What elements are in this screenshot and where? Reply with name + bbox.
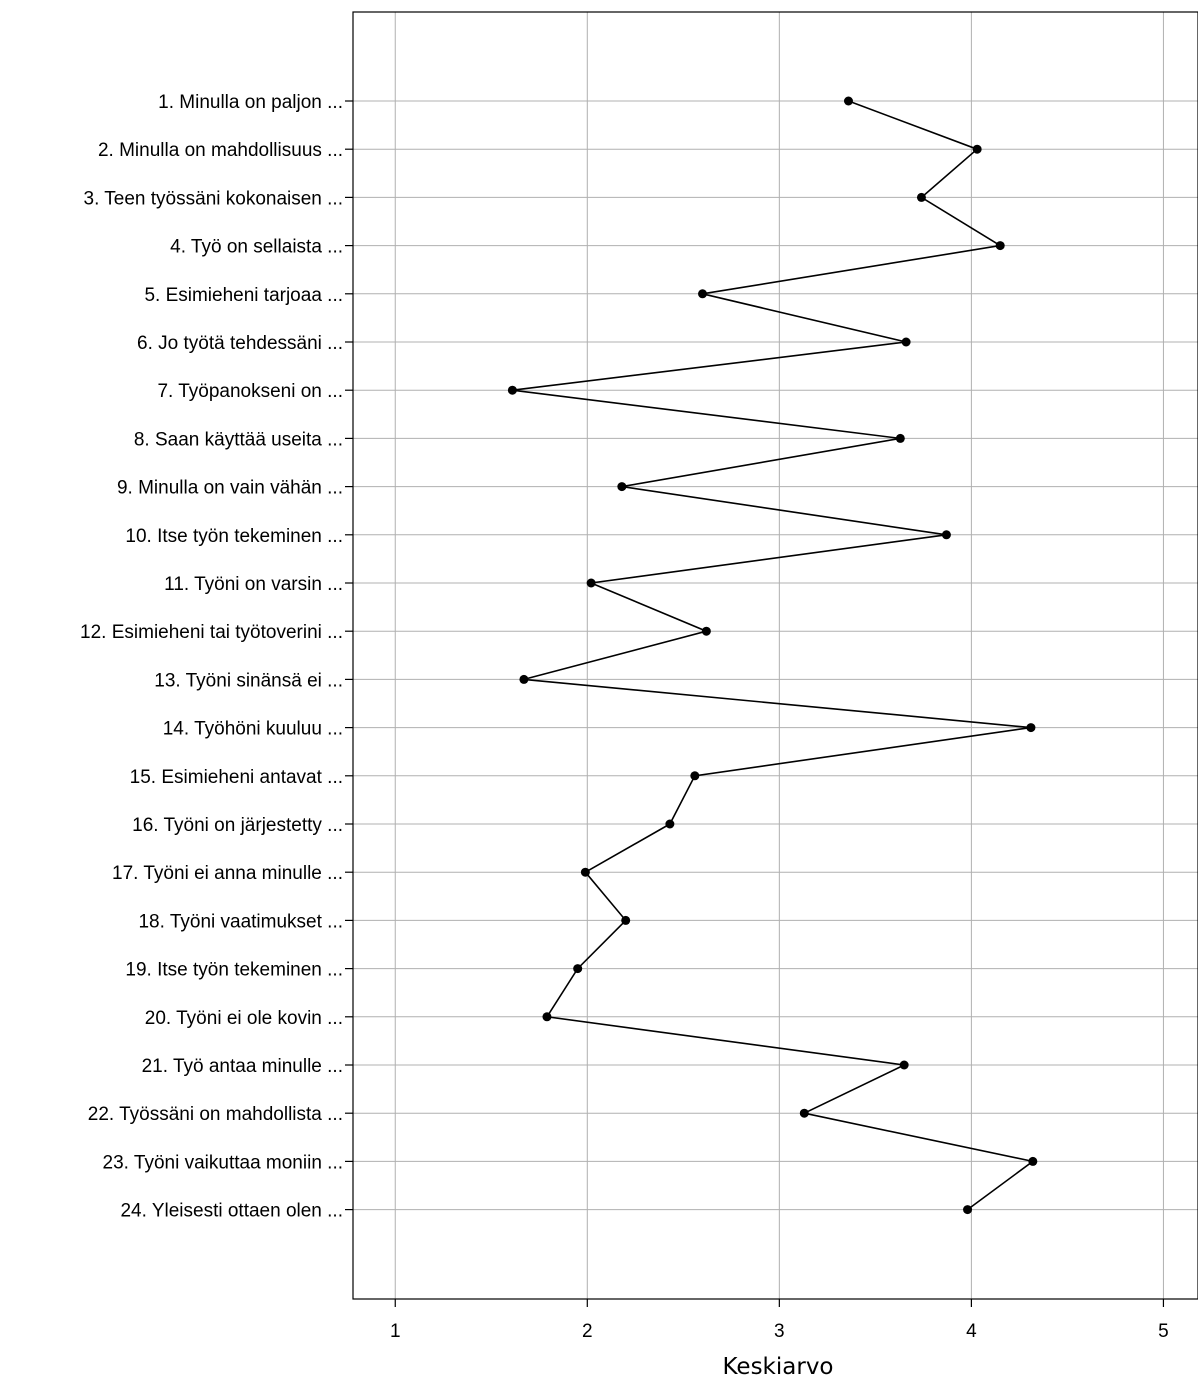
data-point [843,96,853,106]
data-point [580,867,590,877]
category-label: 10. Itse työn tekeminen ... [125,526,343,547]
data-point [916,192,926,202]
data-point [972,144,982,154]
data-point [665,819,675,829]
category-label: 22. Työssäni on mahdollista ... [88,1104,343,1125]
data-point [690,771,700,781]
data-points [507,96,1038,1215]
category-label: 24. Yleisesti ottaen olen ... [120,1201,343,1222]
data-point [995,241,1005,251]
data-point [542,1012,552,1022]
category-label: 23. Työni vaikuttaa moniin ... [103,1152,343,1173]
category-label: 12. Esimieheni tai työtoverini ... [80,622,343,643]
category-label: 7. Työpanokseni on ... [157,381,343,402]
category-labels: 1. Minulla on paljon ... 2. Minulla on ma… [80,92,343,1222]
category-label: 5. Esimieheni tarjoaa ... [144,285,343,306]
data-point [573,964,583,974]
data-point [1028,1156,1038,1166]
x-tick-label: 2 [582,1321,593,1342]
data-point [895,433,905,443]
data-point [963,1205,973,1215]
data-point [899,1060,909,1070]
data-point [586,578,596,588]
data-point [617,482,627,492]
x-tick-label: 3 [774,1321,785,1342]
category-label: 17. Työni ei anna minulle ... [112,863,343,884]
category-label: 9. Minulla on vain vähän ... [117,478,343,499]
category-label: 19. Itse työn tekeminen ... [125,960,343,981]
category-label: 16. Työni on järjestetty ... [132,815,343,836]
category-label: 3. Teen työssäni kokonaisen ... [84,188,343,209]
category-label: 18. Työni vaatimukset ... [138,911,343,932]
data-point [698,289,708,299]
data-point [799,1108,809,1118]
category-label: 2. Minulla on mahdollisuus ... [98,140,343,161]
x-axis-ticks: 1 2 3 4 5 [390,1299,1169,1342]
x-axis-title: Keskiarvo [722,1354,833,1380]
category-label: 21. Työ antaa minulle ... [142,1056,343,1077]
data-point [519,674,529,684]
category-label: 6. Jo työtä tehdessäni ... [137,333,343,354]
category-label: 1. Minulla on paljon ... [158,92,343,113]
data-point [941,530,951,540]
x-tick-label: 4 [966,1321,977,1342]
data-point [1026,723,1036,733]
category-label: 13. Työni sinänsä ei ... [154,670,343,691]
data-point [701,626,711,636]
plot-frame [352,11,1198,1300]
data-point [901,337,911,347]
category-label: 20. Työni ei ole kovin ... [145,1008,343,1029]
grid-lines [353,12,1198,1299]
series-line [512,100,1035,1211]
data-point [507,385,517,395]
category-label: 14. Työhöni kuuluu ... [163,719,343,740]
x-tick-label: 5 [1158,1321,1169,1342]
data-point [621,915,631,925]
category-label: 15. Esimieheni antavat ... [130,767,343,788]
x-tick-label: 1 [390,1321,401,1342]
category-label: 11. Työni on varsin ... [164,574,343,595]
category-label: 4. Työ on sellaista ... [170,237,343,258]
category-label: 8. Saan käyttää useita ... [134,429,343,450]
category-tick-marks [345,100,353,1211]
